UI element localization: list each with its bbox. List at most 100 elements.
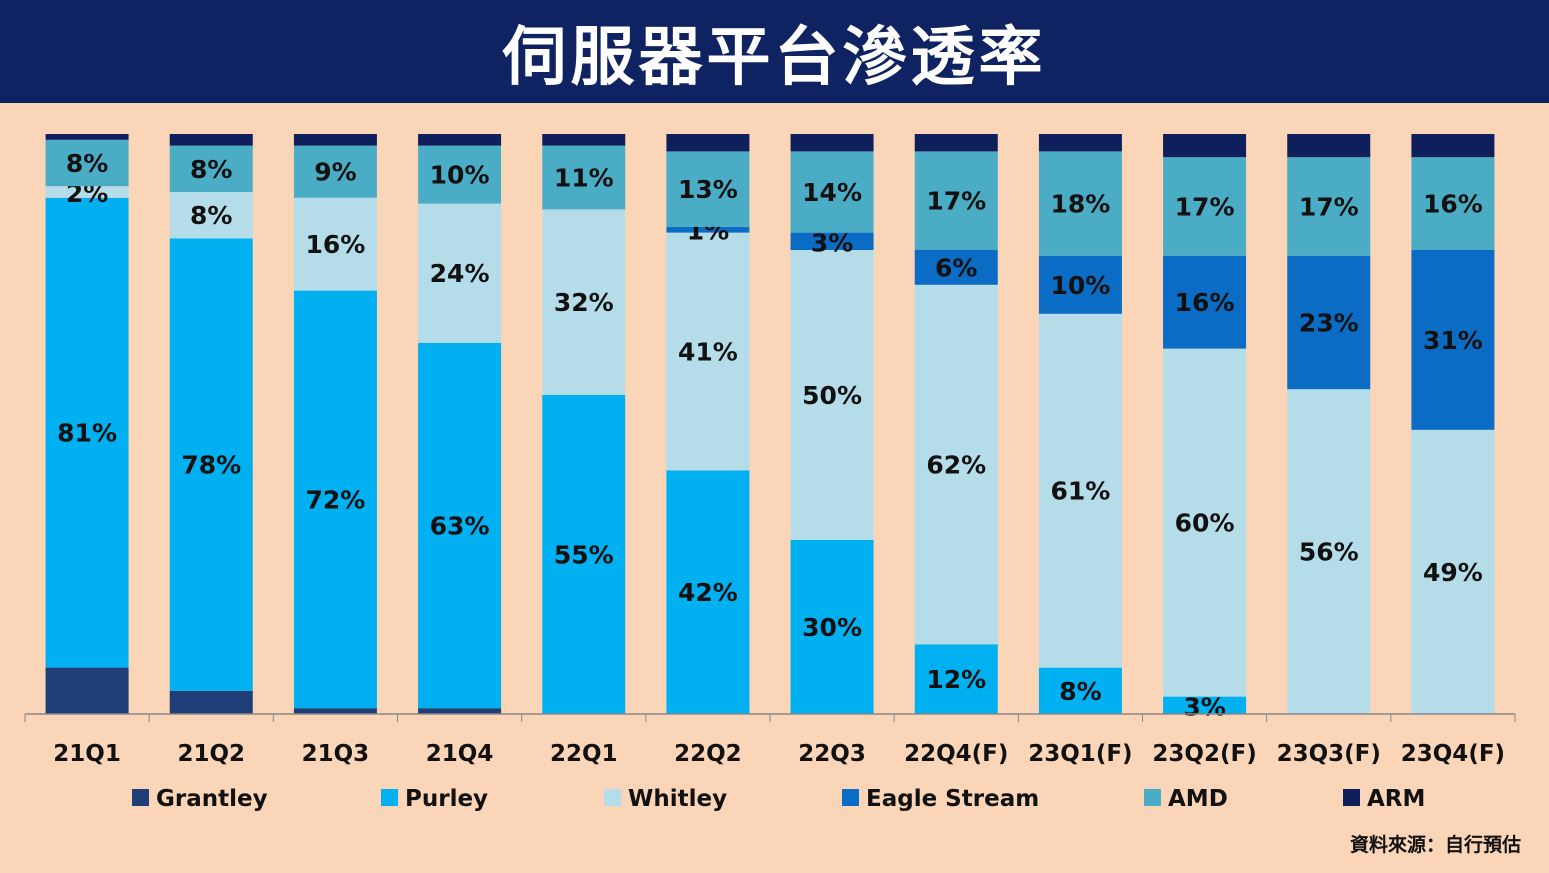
- bar-segment-arm-22q4f: [914, 134, 998, 152]
- bar-segment-purley-22q4f: [914, 644, 998, 714]
- data-label: 14%: [802, 178, 862, 207]
- bar-segment-amd-22q4f: [914, 151, 998, 250]
- bar-segment-eagle-stream-22q2: [666, 226, 750, 233]
- data-label: 56%: [1299, 538, 1359, 567]
- data-label: 63%: [430, 512, 490, 541]
- data-label: 23%: [1299, 309, 1359, 338]
- data-label: 8%: [1059, 677, 1101, 706]
- data-label: 10%: [1050, 271, 1110, 300]
- data-label: 72%: [305, 485, 365, 514]
- data-label: 8%: [190, 201, 232, 230]
- bar-segment-eagle-stream-22q3: [790, 232, 874, 250]
- x-tick-label: 23Q2(F): [1152, 741, 1256, 767]
- x-tick-label: 22Q1: [550, 741, 618, 767]
- bar-segment-whitley-21q3: [293, 197, 377, 291]
- legend-label: Whitley: [628, 786, 727, 812]
- bar-segment-arm-22q2: [666, 134, 750, 152]
- data-label: 6%: [935, 253, 977, 282]
- bar-segment-purley-21q4: [418, 342, 502, 709]
- data-label: 9%: [314, 158, 356, 187]
- bar-segment-purley-23q1f: [1038, 667, 1122, 714]
- data-label: 16%: [1175, 288, 1235, 317]
- x-tick-label: 21Q2: [177, 741, 245, 767]
- data-label: 62%: [926, 451, 986, 480]
- bar-segment-purley-21q1: [45, 197, 129, 668]
- bar-segment-purley-22q2: [666, 470, 750, 714]
- bar-segment-purley-21q3: [293, 290, 377, 709]
- bar-segment-arm-23q1f: [1038, 134, 1122, 152]
- bar-segment-whitley-22q2: [666, 232, 750, 471]
- bar-segment-amd-23q3f: [1287, 157, 1371, 256]
- x-tick-label: 21Q1: [53, 741, 121, 767]
- bar-segment-arm-21q3: [293, 134, 377, 146]
- x-tick-label: 23Q3(F): [1277, 741, 1381, 767]
- bar-segment-whitley-22q4f: [914, 284, 998, 645]
- legend-swatch-purley: [381, 789, 398, 806]
- data-label: 8%: [66, 149, 108, 178]
- data-label: 81%: [57, 419, 117, 448]
- bar-segment-arm-22q1: [542, 134, 626, 146]
- bar-segment-purley-23q2f: [1163, 696, 1247, 714]
- data-label: 13%: [678, 175, 738, 204]
- bar-segment-amd-22q2: [666, 151, 750, 227]
- bar-segment-arm-22q3: [790, 134, 874, 152]
- data-label: 17%: [1175, 193, 1235, 222]
- data-label: 24%: [430, 259, 490, 288]
- legend-label: ARM: [1367, 786, 1425, 812]
- data-label: 8%: [190, 155, 232, 184]
- data-label: 30%: [802, 613, 862, 642]
- bar-segment-arm-21q1: [45, 134, 129, 140]
- stacked-bar-chart: 81%2%8%21Q178%8%8%21Q272%16%9%21Q363%24%…: [24, 134, 1516, 812]
- bar-segment-eagle-stream-23q2f: [1163, 255, 1247, 349]
- bar-segment-eagle-stream-22q4f: [914, 250, 998, 285]
- bar-segment-whitley-23q3f: [1287, 389, 1371, 714]
- bar-segment-eagle-stream-23q1f: [1038, 255, 1122, 314]
- bar-segment-grantley-21q1: [45, 667, 129, 714]
- data-label: 16%: [1423, 190, 1483, 219]
- data-label: 10%: [430, 161, 490, 190]
- bar-segment-whitley-22q3: [790, 250, 874, 540]
- legend-swatch-arm: [1343, 789, 1360, 806]
- data-label: 41%: [678, 338, 738, 367]
- bar-segment-grantley-21q3: [293, 708, 377, 714]
- data-label: 78%: [181, 451, 241, 480]
- bar-segment-amd-23q1f: [1038, 151, 1122, 256]
- bar-segment-amd-21q2: [169, 145, 253, 192]
- source-note: 資料來源：自行預估: [1349, 834, 1521, 856]
- bar-segment-grantley-21q4: [418, 708, 502, 714]
- data-label: 31%: [1423, 326, 1483, 355]
- bar-segment-arm-23q4f: [1411, 134, 1495, 158]
- legend-label: Purley: [405, 786, 488, 812]
- bar-segment-whitley-21q4: [418, 203, 502, 343]
- data-label: 11%: [554, 164, 614, 193]
- bar-segment-purley-22q3: [790, 540, 874, 714]
- legend-label: AMD: [1168, 786, 1228, 812]
- bar-segment-grantley-21q2: [169, 690, 253, 714]
- bar-segment-eagle-stream-23q4f: [1411, 250, 1495, 430]
- bar-segment-amd-21q1: [45, 139, 129, 187]
- bar-segment-arm-21q2: [169, 134, 253, 146]
- bar-segment-whitley-23q1f: [1038, 313, 1122, 668]
- x-tick-label: 22Q3: [798, 741, 866, 767]
- bar-segment-amd-23q2f: [1163, 157, 1247, 256]
- data-label: 49%: [1423, 558, 1483, 587]
- legend-swatch-amd: [1144, 789, 1161, 806]
- bar-segment-arm-21q4: [418, 134, 502, 146]
- legend-swatch-grantley: [132, 789, 149, 806]
- bar-segment-amd-21q4: [418, 145, 502, 204]
- data-label: 50%: [802, 381, 862, 410]
- x-tick-label: 22Q4(F): [904, 741, 1008, 767]
- data-label: 17%: [1299, 193, 1359, 222]
- data-label: 55%: [554, 541, 614, 570]
- bar-segment-whitley-21q1: [45, 186, 129, 198]
- page-title: 伺服器平台滲透率: [502, 20, 1047, 95]
- title-banner: 伺服器平台滲透率: [0, 0, 1549, 103]
- x-tick-label: 21Q3: [302, 741, 370, 767]
- bar-segment-amd-22q1: [542, 145, 626, 210]
- bar-segment-whitley-21q2: [169, 192, 253, 239]
- bar-segment-purley-22q1: [542, 395, 626, 714]
- x-tick-label: 23Q1(F): [1028, 741, 1132, 767]
- data-label: 42%: [678, 578, 738, 607]
- legend-label: Grantley: [156, 786, 268, 812]
- x-tick-label: 22Q2: [674, 741, 742, 767]
